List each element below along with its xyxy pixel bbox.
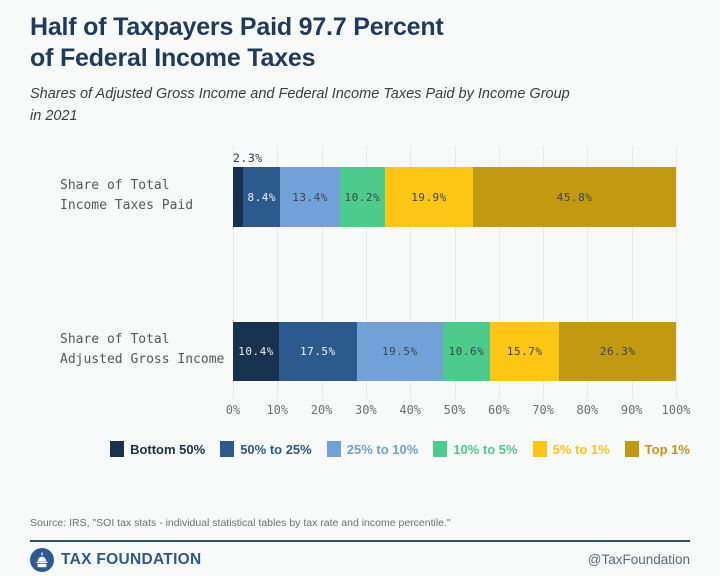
chart-legend: Bottom 50% 50% to 25% 25% to 10% 10% to 5% 5… [90,438,710,460]
x-tick-label: 100% [661,403,691,417]
page-title: Half of Taxpayers Paid 97.7 Percent of F… [30,13,444,72]
legend-label: 50% to 25% [240,441,312,457]
footer-divider [30,540,690,542]
segment-value-label: 17.5% [300,345,336,358]
gridline [277,146,279,399]
segment-value-label: 10.6% [448,345,485,358]
legend-item-top-1: Top 1% [624,441,690,457]
segment-value-label: 15.7% [506,345,543,358]
legend-label: 10% to 5% [453,441,518,457]
gridline [410,146,412,399]
bar-row: 10.4% 17.5% 19.5% 10.6% 15.7% 26.3% [233,322,676,381]
segment-value-label: 10.4% [238,345,274,358]
legend-label: 25% to 10% [346,441,419,457]
legend-swatch [433,441,448,457]
gridline [454,146,456,399]
x-tick-label: 30% [355,403,377,417]
gridline [631,146,633,399]
x-axis: 0% 10% 20% 30% 40% 50% 60% 70% 80% 90% 100% [226,403,691,419]
gridline [365,146,367,399]
category-label-taxes-paid: Share of Total Income Taxes Paid [60,178,194,214]
segment-value-label: 8.4% [247,190,277,204]
legend-swatch [220,441,235,457]
x-tick-label: 10% [266,403,289,417]
segment-50-to-25: 8.4% [243,167,281,227]
category-label-agi: Share of Total Adjusted Gross Income [60,332,225,368]
legend-swatch [326,441,341,457]
x-tick-label: 80% [576,403,599,417]
legend-item-10-to-5: 10% to 5% [433,441,518,457]
x-tick-label: 20% [310,403,333,417]
gridline [543,146,545,399]
gridline [676,146,677,399]
stacked-bar-chart: 2.3% 8.4% 13.4% 10.2% 19.9% 45.8% 10.4% 17.5% 19… [226,146,690,417]
bar-row: 8.4% 13.4% 10.2% 19.9% 45.8% [233,167,676,227]
segment-value-label: 45.8% [556,190,593,204]
legend-item-5-to-1: 5% to 1% [532,441,610,457]
segment-top-1: 26.3% [559,322,676,381]
brand-logo: TAX FOUNDATION [30,548,202,572]
segment-value-label: 19.5% [381,345,418,358]
legend-label: Top 1% [644,441,690,457]
segment-bottom-50 [233,167,244,227]
segment-value-label: 13.4% [292,190,328,204]
chart-subtitle: Shares of Adjusted Gross Income and Fede… [30,86,570,124]
segment-value-label: 26.3% [599,345,636,358]
segment-value-label: 19.9% [411,190,447,204]
x-tick-label: 90% [620,403,643,417]
brand-name: TAX FOUNDATION [61,551,202,568]
gridline [498,146,500,399]
gridline [321,146,323,399]
source-note: Source: IRS, "SOI tax stats - individual… [30,517,451,529]
capitol-dome-icon [30,548,54,572]
segment-10-to-5: 10.2% [339,167,385,227]
segment-5-to-1: 19.9% [384,167,474,227]
gridline [587,146,589,399]
legend-label: Bottom 50% [130,441,206,457]
segment-top-1: 45.8% [473,167,676,227]
legend-swatch [532,441,547,457]
legend-swatch [624,441,639,457]
x-tick-label: 60% [487,403,510,417]
segment-50-to-25: 17.5% [279,322,357,381]
x-tick-label: 70% [532,403,554,417]
segment-bottom-50: 10.4% [233,322,280,381]
legend-item-50-to-25: 50% to 25% [220,441,312,457]
legend-swatch [110,441,125,457]
gridline [233,146,234,399]
legend-item-bottom-50: Bottom 50% [110,441,205,457]
legend-label: 5% to 1% [552,441,610,457]
segment-25-to-10: 19.5% [356,322,443,381]
x-tick-label: 50% [443,403,466,417]
x-tick-label: 0% [225,403,241,417]
segment-25-to-10: 13.4% [280,167,340,227]
segment-5-to-1: 15.7% [489,322,560,381]
outside-value-label: 2.3% [233,151,263,165]
legend-item-25-to-10: 25% to 10% [326,441,419,457]
segment-value-label: 10.2% [344,190,381,204]
social-handle-link[interactable]: @TaxFoundation [587,552,690,567]
segment-10-to-5: 10.6% [442,322,490,381]
x-tick-label: 40% [399,403,422,417]
